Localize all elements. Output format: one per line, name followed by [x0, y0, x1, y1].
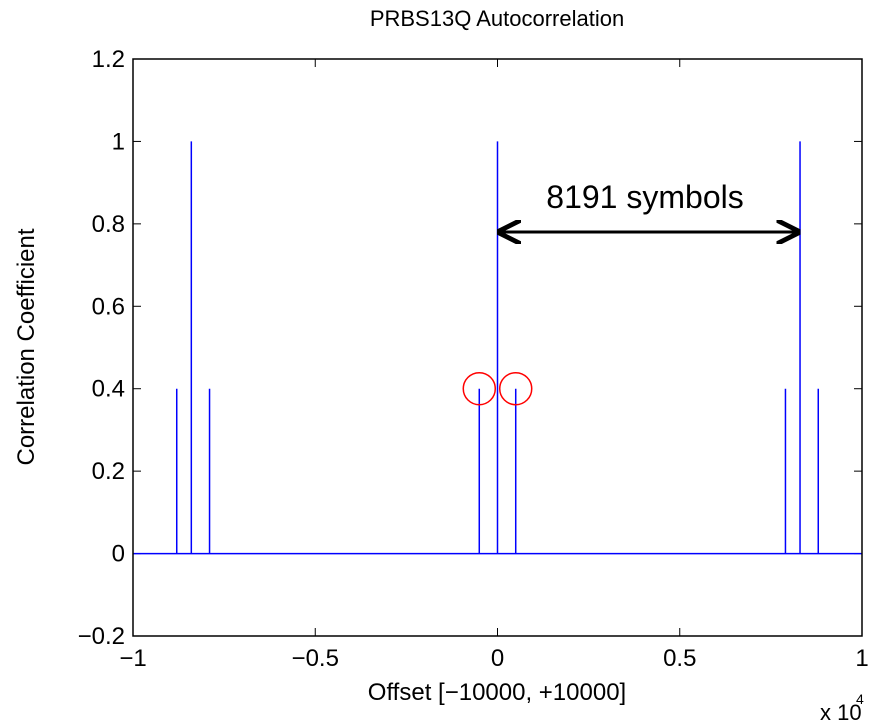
y-tick-label: 0.2: [92, 458, 125, 485]
y-axis-label: Correlation Coefficient: [13, 228, 40, 465]
y-tick-label: −0.2: [78, 623, 125, 650]
annotation: 8191 symbols: [546, 179, 743, 215]
x-scale-base: x 10: [820, 700, 862, 725]
highlight-circle: [462, 371, 497, 406]
y-tick-label: 0.4: [92, 376, 125, 403]
x-axis-label: Offset [−10000, +10000]: [368, 679, 626, 706]
y-tick-label: 1.2: [92, 46, 125, 73]
x-tick-label: −0.5: [292, 645, 339, 672]
y-tick-label: 0: [112, 541, 125, 568]
x-tick-label: 0.5: [663, 645, 696, 672]
y-tick-label: 0.8: [92, 211, 125, 238]
plot-frame: [132, 58, 863, 637]
x-tick-label: 1: [855, 645, 868, 672]
x-tick-label: −1: [119, 645, 146, 672]
x-scale-exponent: 4: [856, 691, 864, 707]
y-tick-label: 0.6: [92, 293, 125, 320]
chart-title: PRBS13Q Autocorrelation: [370, 6, 624, 31]
highlight-circle: [498, 371, 533, 406]
y-tick-label: 1: [112, 128, 125, 155]
x-tick-label: 0: [491, 645, 504, 672]
